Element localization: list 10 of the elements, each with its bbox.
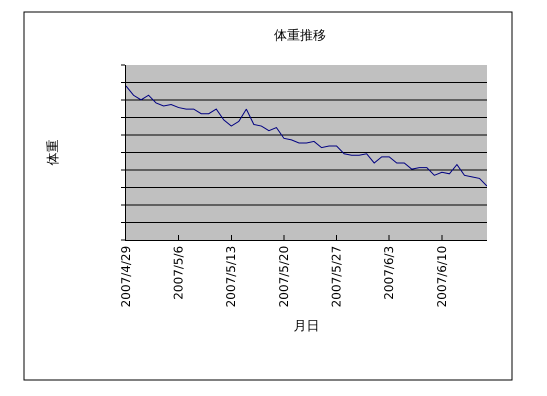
x-axis-title: 月日: [294, 318, 320, 334]
x-tick-label: 2007/4/29: [118, 246, 133, 308]
x-tick-label: 2007/6/10: [434, 246, 449, 308]
chart-title: 体重推移: [274, 28, 326, 44]
x-tick-label: 2007/5/20: [276, 246, 291, 308]
x-tick-label: 2007/5/6: [172, 246, 186, 300]
x-tick-label: 2007/5/13: [224, 246, 238, 308]
x-tick-label: 2007/6/3: [382, 246, 396, 300]
x-tick-label: 2007/5/27: [329, 246, 344, 308]
y-axis-title: 体重: [46, 140, 61, 166]
